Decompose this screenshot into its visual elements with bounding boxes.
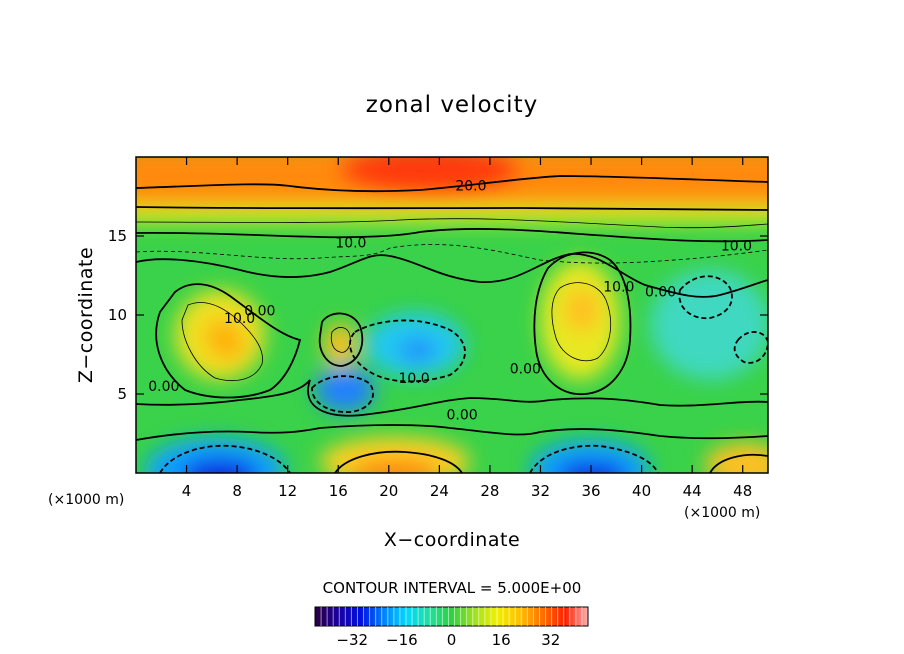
x-axis-label: X−coordinate [384, 529, 520, 551]
colorbar-fill [314, 606, 589, 627]
x-tick-label: 16 [329, 482, 348, 500]
contour-label: 10.0 [335, 235, 366, 251]
contour-label: 20.0 [455, 178, 486, 194]
field-center-jet [324, 323, 356, 367]
contour-label: 10.0 [721, 238, 752, 254]
x-tick-label: 8 [232, 482, 242, 500]
x-tick-label: 40 [632, 482, 651, 500]
x-tick-label: 32 [531, 482, 550, 500]
contour-right-blob [533, 251, 632, 395]
colorbar-segments [320, 607, 583, 626]
contour-5-left-loop [181, 302, 263, 381]
colorbar-ticks: −32 −16 0 16 32 [336, 631, 560, 649]
contour-0-mid [136, 379, 768, 417]
contour-10 [136, 228, 768, 243]
contour-jet [318, 312, 364, 367]
contour-bottom-pos-right [709, 453, 768, 473]
chart-title: zonal velocity [366, 92, 538, 118]
field-bottom-neg-left [145, 438, 285, 473]
contour-jet-inner [330, 327, 351, 353]
field-bottom-neg-right [530, 440, 650, 473]
contour-12 [136, 218, 768, 229]
colorbar-tick-label: 16 [492, 631, 511, 649]
x-tick-label: 48 [733, 482, 752, 500]
colorbar-tick-label: −32 [336, 631, 368, 649]
colorbar: −32 −16 0 16 32 [314, 606, 589, 649]
contour-label: 0.00 [244, 303, 275, 319]
x-unit-left: (×1000 m) [48, 492, 124, 508]
field-neg-right [650, 270, 768, 380]
contour-5-dashed [136, 244, 768, 264]
field-bottom-pos-mid-core [350, 460, 440, 473]
y-tick-label: 15 [108, 227, 127, 245]
colorbar-tick-label: −16 [386, 631, 418, 649]
contour-label: 0.00 [148, 379, 179, 395]
contour-interval-label: CONTOUR INTERVAL = 5.000E+00 [323, 579, 582, 597]
field-neg-small [315, 368, 375, 412]
field-right-core [564, 288, 600, 332]
contour-bottom-neg-right [529, 444, 659, 473]
x-tick-label: 12 [278, 482, 297, 500]
x-tick-label: 24 [430, 482, 449, 500]
y-tick-label: 5 [117, 385, 127, 403]
field-bottom-neg-left-core [182, 459, 258, 473]
x-tick-label: 28 [480, 482, 499, 500]
field-bottom-neg-right-core [557, 462, 627, 473]
contour-bottom-pos [334, 450, 463, 473]
contour-0-upper [136, 253, 768, 298]
field-bottom-pos-right [705, 443, 768, 473]
contour-label: 0.00 [510, 362, 541, 378]
contour-bottom-line [136, 424, 768, 441]
contour-label: 0.00 [447, 408, 478, 424]
contour-label: 10.0 [603, 280, 634, 296]
contour-right-inner [551, 282, 611, 362]
contour-20 [136, 175, 768, 193]
contour-label: 0.00 [645, 284, 676, 300]
field-top-core [340, 157, 520, 195]
contour-label: 10.0 [398, 371, 429, 387]
x-tick-label: 36 [581, 482, 600, 500]
x-tick-label: 44 [683, 482, 702, 500]
contour-right-neg2 [733, 331, 768, 364]
x-tick-label: 4 [182, 482, 192, 500]
field-neg-mid-core [400, 340, 436, 360]
contour-right-neg [678, 275, 733, 320]
colorbar-tick-label: 0 [447, 631, 457, 649]
contour-neg-small [311, 375, 374, 413]
y-ticks: 5 10 15 [108, 227, 768, 403]
contour-label: 10.0 [224, 311, 255, 327]
field-left-core [204, 319, 246, 361]
colorbar-tick-label: 32 [541, 631, 560, 649]
x-ticks: 4 8 12 16 20 24 28 32 36 40 44 48 [182, 157, 752, 500]
y-axis-label: Z−coordinate [75, 247, 97, 383]
contour-bottom-neg-left [159, 444, 291, 473]
contour-0-left-loop [155, 283, 302, 399]
y-tick-label: 10 [108, 306, 127, 324]
x-unit-right: (×1000 m) [684, 505, 760, 521]
contour-lines [136, 175, 768, 473]
field-bottom-pos-mid [320, 437, 470, 473]
x-tick-label: 20 [379, 482, 398, 500]
contour-neg-mid [349, 319, 466, 383]
contour-15 [136, 206, 768, 211]
